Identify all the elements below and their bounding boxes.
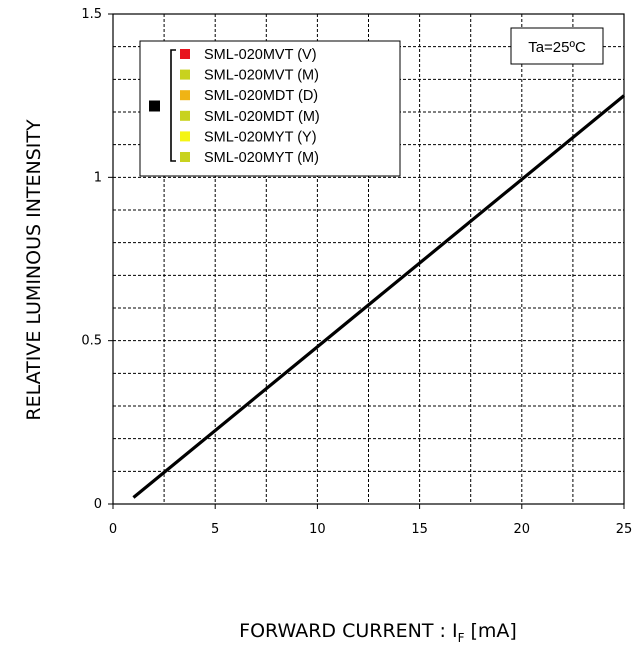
- x-tick-label: 0: [109, 522, 117, 537]
- annotation-frame: [510, 27, 604, 65]
- legend-swatch: [180, 49, 190, 59]
- x-tick-label: 5: [211, 522, 219, 537]
- legend-swatch: [180, 110, 190, 121]
- x-axis-label-unit: [mA]: [464, 620, 516, 642]
- y-tick-label: 1: [94, 170, 102, 185]
- series-layer: [132, 94, 626, 499]
- legend-swatch: [180, 90, 190, 101]
- legend-label: SML-020MYT (Y): [204, 129, 317, 145]
- x-axis-label: FORWARD CURRENT : IF [mA]: [239, 620, 517, 645]
- annotation-text: Ta=25ºC: [528, 39, 586, 56]
- x-tick-label: 10: [309, 522, 326, 537]
- y-tick-label: 0.5: [81, 334, 102, 349]
- tick-labels: 0 5 10 15 20 25 0 0.5 1 1.5: [81, 7, 632, 537]
- legend-swatch: [180, 69, 190, 80]
- y-tick-label: 1.5: [81, 7, 102, 22]
- legend-marker: [149, 100, 160, 112]
- legend: SML-020MVT (V) SML-020MVT (M) SML-020MDT (…: [139, 40, 401, 177]
- legend-label: SML-020MVT (V): [204, 47, 317, 63]
- legend-swatch: [180, 152, 190, 162]
- annotation-box: Ta=25ºC: [510, 27, 604, 65]
- x-axis-label-main: FORWARD CURRENT : I: [239, 620, 457, 642]
- legend-label: SML-020MDT (D): [204, 88, 318, 104]
- legend-bracket: [170, 49, 176, 162]
- y-tick-label: 0: [94, 497, 102, 512]
- x-tick-label: 20: [514, 522, 531, 537]
- x-tick-label: 25: [616, 522, 633, 537]
- legend-swatch: [180, 131, 190, 142]
- series-line: [132, 94, 626, 499]
- legend-label: SML-020MYT (M): [204, 150, 319, 166]
- axes: [108, 13, 625, 509]
- legend-label: SML-020MVT (M): [204, 68, 319, 84]
- x-axis-label-subscript: F: [458, 631, 465, 645]
- x-tick-label: 15: [411, 522, 428, 537]
- plot-frame: [112, 13, 625, 505]
- y-axis-label: RELATIVE LUMINOUS INTENSITY: [23, 119, 45, 421]
- legend-label: SML-020MDT (M): [204, 109, 320, 125]
